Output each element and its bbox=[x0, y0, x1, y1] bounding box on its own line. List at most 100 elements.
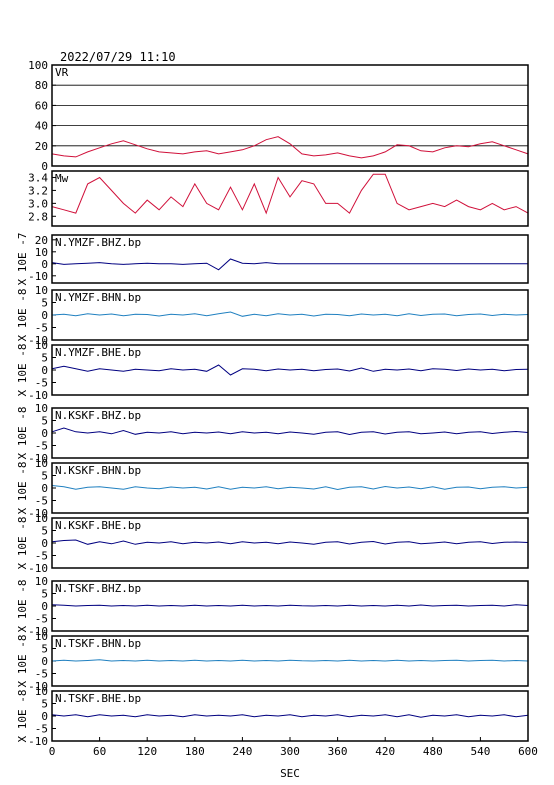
y-tick-label: 5 bbox=[41, 470, 48, 483]
y-tick-label: -10 bbox=[28, 334, 48, 347]
x-tick-label: 480 bbox=[423, 745, 443, 758]
y-tick-label: -10 bbox=[28, 680, 48, 693]
y-tick-label: -10 bbox=[28, 270, 48, 283]
y-tick-label: 0 bbox=[41, 258, 48, 271]
x-tick-label: 600 bbox=[518, 745, 538, 758]
y-axis-label: X 10E -8 bbox=[16, 289, 29, 342]
y-tick-label: 2.8 bbox=[28, 210, 48, 223]
y-tick-label: 3.2 bbox=[28, 184, 48, 197]
panel-label: N.YMZF.BHE.bp bbox=[55, 346, 141, 359]
panel-frame bbox=[51, 289, 529, 341]
x-tick-label: 300 bbox=[280, 745, 300, 758]
panel-label: N.TSKF.BHN.bp bbox=[55, 637, 141, 650]
panel-frame bbox=[51, 344, 529, 396]
y-tick-label: 10 bbox=[35, 457, 48, 470]
panel-frame bbox=[51, 407, 529, 459]
series-line bbox=[51, 485, 529, 491]
y-tick-label: 0 bbox=[41, 710, 48, 723]
y-tick-label: -10 bbox=[28, 562, 48, 575]
series-line bbox=[51, 714, 529, 718]
panel-frame bbox=[51, 517, 529, 569]
y-tick-label: 80 bbox=[35, 79, 48, 92]
series-line bbox=[51, 173, 529, 215]
panel-frame bbox=[51, 234, 529, 284]
y-tick-label: 0 bbox=[41, 537, 48, 550]
panel-label: VR bbox=[55, 66, 69, 79]
chart-title: 2022/07/29 11:10 bbox=[60, 50, 176, 64]
y-tick-label: 5 bbox=[41, 415, 48, 428]
panel-frame bbox=[51, 462, 529, 514]
y-tick-label: 0 bbox=[41, 655, 48, 668]
y-tick-label: 0 bbox=[41, 600, 48, 613]
y-axis-label: X 10E -7 bbox=[16, 233, 29, 286]
y-tick-label: -5 bbox=[35, 440, 48, 453]
panel-label: N.KSKF.BHE.bp bbox=[55, 519, 141, 532]
y-tick-label: 10 bbox=[35, 339, 48, 352]
panel-label: N.TSKF.BHE.bp bbox=[55, 692, 141, 705]
y-tick-label: 5 bbox=[41, 698, 48, 711]
y-tick-label: 10 bbox=[35, 284, 48, 297]
series-line bbox=[51, 136, 529, 159]
panel-label: N.KSKF.BHZ.bp bbox=[55, 409, 141, 422]
y-tick-label: 10 bbox=[35, 685, 48, 698]
series-line bbox=[51, 604, 529, 607]
y-tick-label: -10 bbox=[28, 452, 48, 465]
series-line bbox=[51, 364, 529, 376]
y-tick-label: 5 bbox=[41, 297, 48, 310]
y-tick-label: -5 bbox=[35, 613, 48, 626]
y-tick-label: 100 bbox=[28, 59, 48, 72]
y-tick-label: 0 bbox=[41, 160, 48, 173]
y-tick-label: -5 bbox=[35, 668, 48, 681]
y-tick-label: 5 bbox=[41, 352, 48, 365]
x-tick-label: 240 bbox=[232, 745, 252, 758]
series-line bbox=[51, 427, 529, 436]
y-axis-label: X 10E -8 bbox=[16, 690, 29, 743]
panel-label: N.YMZF.BHN.bp bbox=[55, 291, 141, 304]
y-axis-label: X 10E -8 bbox=[16, 344, 29, 397]
x-tick-label: 360 bbox=[328, 745, 348, 758]
y-tick-label: -5 bbox=[35, 550, 48, 563]
x-tick-label: 420 bbox=[375, 745, 395, 758]
panel-label: N.YMZF.BHZ.bp bbox=[55, 236, 141, 249]
x-tick-label: 60 bbox=[93, 745, 106, 758]
series-line bbox=[51, 311, 529, 317]
y-tick-label: 0 bbox=[41, 309, 48, 322]
y-tick-label: 5 bbox=[41, 643, 48, 656]
y-tick-label: 10 bbox=[35, 402, 48, 415]
series-line bbox=[51, 659, 529, 662]
y-tick-label: 3.0 bbox=[28, 197, 48, 210]
panel-frame bbox=[51, 64, 529, 167]
y-tick-label: 60 bbox=[35, 99, 48, 112]
y-tick-label: 0 bbox=[41, 482, 48, 495]
y-tick-label: 20 bbox=[35, 234, 48, 247]
y-tick-label: 5 bbox=[41, 588, 48, 601]
x-tick-label: 180 bbox=[185, 745, 205, 758]
x-tick-label: 0 bbox=[49, 745, 56, 758]
y-tick-label: -10 bbox=[28, 625, 48, 638]
x-tick-label: 540 bbox=[470, 745, 490, 758]
y-axis-label: X 10E -8 bbox=[16, 635, 29, 688]
series-line bbox=[51, 258, 528, 271]
y-axis-label: X 10E -8 bbox=[16, 580, 29, 633]
y-axis-label: X 10E -8 bbox=[16, 517, 29, 570]
y-tick-label: -5 bbox=[35, 495, 48, 508]
panel-label: Mw bbox=[55, 172, 69, 185]
panel-label: N.TSKF.BHZ.bp bbox=[55, 582, 141, 595]
y-tick-label: 3.4 bbox=[28, 171, 48, 184]
y-tick-label: 10 bbox=[35, 512, 48, 525]
y-axis-label: X 10E -8 bbox=[16, 407, 29, 460]
panel-frame bbox=[51, 580, 529, 632]
panel-label: N.KSKF.BHN.bp bbox=[55, 464, 141, 477]
y-tick-label: 20 bbox=[35, 140, 48, 153]
x-axis-label: SEC bbox=[280, 767, 300, 780]
y-tick-label: 0 bbox=[41, 364, 48, 377]
y-tick-label: 40 bbox=[35, 120, 48, 133]
y-tick-label: -5 bbox=[35, 377, 48, 390]
y-tick-label: 10 bbox=[35, 575, 48, 588]
y-axis-label: X 10E -8 bbox=[16, 462, 29, 515]
y-tick-label: -10 bbox=[28, 735, 48, 748]
panel-frame bbox=[51, 170, 529, 227]
x-tick-label: 120 bbox=[137, 745, 157, 758]
